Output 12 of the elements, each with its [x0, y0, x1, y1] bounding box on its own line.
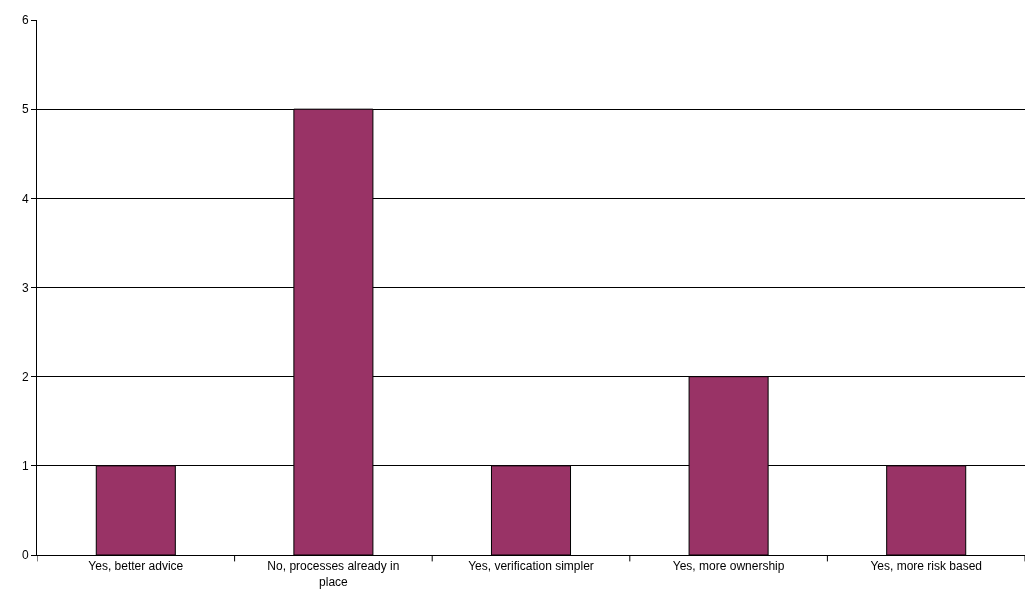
y-tick-label: 5 [21, 102, 29, 117]
x-tick-label: No, processes already in place [267, 559, 400, 589]
x-tick-label: Yes, more risk based [870, 559, 982, 574]
y-tick-label: 3 [21, 280, 29, 295]
x-tick-label: Yes, more ownership [672, 559, 785, 574]
y-tick-label: 6 [21, 13, 29, 28]
x-tick-label: Yes, better advice [88, 559, 184, 574]
y-tick-label: 0 [21, 548, 29, 563]
y-tick-label: 1 [21, 459, 29, 474]
x-tick-label: Yes, verification simpler [468, 559, 594, 574]
y-tick-label: 2 [21, 369, 29, 384]
y-tick-label: 4 [21, 191, 29, 206]
